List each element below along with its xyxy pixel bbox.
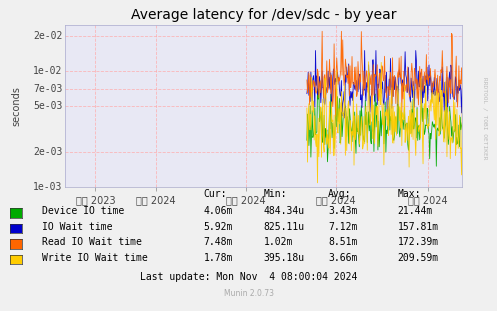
Text: 395.18u: 395.18u	[263, 253, 305, 262]
Text: 5e-03: 5e-03	[33, 101, 63, 111]
Text: 2e-03: 2e-03	[33, 147, 63, 157]
Text: 8.51m: 8.51m	[328, 237, 357, 247]
Text: RRDTOOL / TOBI OETIKER: RRDTOOL / TOBI OETIKER	[482, 77, 487, 160]
Text: seconds: seconds	[12, 86, 22, 126]
Text: 5.92m: 5.92m	[204, 221, 233, 231]
Text: Cur:: Cur:	[204, 189, 227, 199]
Text: 7.48m: 7.48m	[204, 237, 233, 247]
Text: Max:: Max:	[398, 189, 421, 199]
Text: 4.06m: 4.06m	[204, 206, 233, 216]
Text: 1e-02: 1e-02	[33, 66, 63, 76]
Text: 21.44m: 21.44m	[398, 206, 433, 216]
Text: Avg:: Avg:	[328, 189, 351, 199]
Text: 484.34u: 484.34u	[263, 206, 305, 216]
Text: 3.43m: 3.43m	[328, 206, 357, 216]
Text: Last update: Mon Nov  4 08:00:04 2024: Last update: Mon Nov 4 08:00:04 2024	[140, 272, 357, 282]
Text: 157.81m: 157.81m	[398, 221, 439, 231]
Text: 825.11u: 825.11u	[263, 221, 305, 231]
Text: Read IO Wait time: Read IO Wait time	[42, 237, 142, 247]
Text: 3.66m: 3.66m	[328, 253, 357, 262]
Text: 1.78m: 1.78m	[204, 253, 233, 262]
Title: Average latency for /dev/sdc - by year: Average latency for /dev/sdc - by year	[131, 8, 396, 22]
Text: 7.12m: 7.12m	[328, 221, 357, 231]
Text: 1.02m: 1.02m	[263, 237, 293, 247]
Text: 1e-03: 1e-03	[33, 182, 63, 192]
Text: Min:: Min:	[263, 189, 287, 199]
Text: Write IO Wait time: Write IO Wait time	[42, 253, 148, 262]
Text: IO Wait time: IO Wait time	[42, 221, 113, 231]
Text: Munin 2.0.73: Munin 2.0.73	[224, 289, 273, 298]
Text: 2e-02: 2e-02	[33, 31, 63, 41]
Text: 172.39m: 172.39m	[398, 237, 439, 247]
Text: 7e-03: 7e-03	[33, 84, 63, 94]
Text: 209.59m: 209.59m	[398, 253, 439, 262]
Text: Device IO time: Device IO time	[42, 206, 124, 216]
